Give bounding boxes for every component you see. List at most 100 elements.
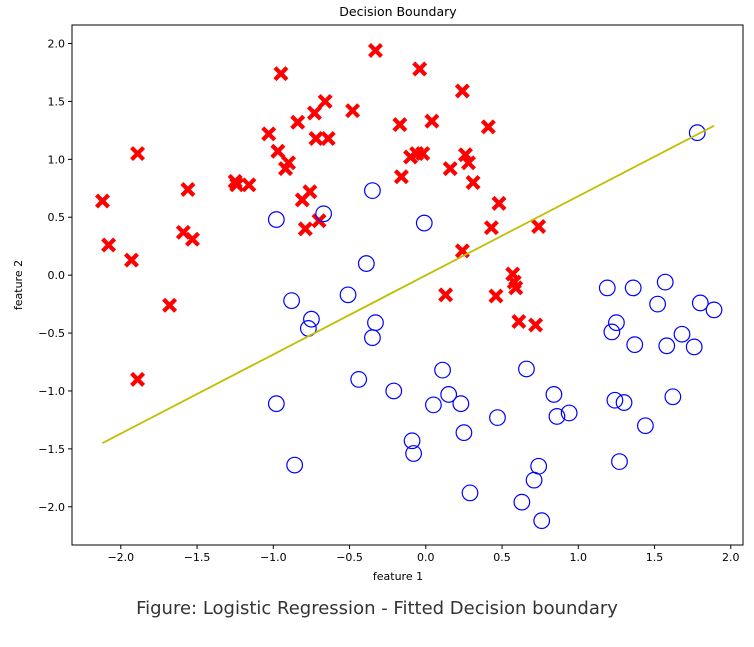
class-0-point [273, 66, 289, 82]
class-0-point [442, 161, 458, 177]
class-1-point [530, 457, 548, 475]
class-1-point [603, 323, 621, 341]
x-tick-label: −2.0 [107, 551, 134, 564]
class-1-point [315, 205, 333, 223]
class-0-point [393, 169, 409, 185]
class-1-point [673, 325, 691, 343]
class-0-point [302, 184, 318, 200]
class-1-point [367, 314, 384, 332]
class-1-point [452, 395, 470, 413]
x-tick-label: 2.0 [722, 551, 740, 564]
y-tick-label: 2.0 [48, 38, 66, 51]
class-1-point [705, 301, 723, 319]
decision-boundary-chart: Decision Boundary −2.0 −1.5 −1.0 −0.5 0.0 0.5… [12, 4, 744, 583]
class-1-point [637, 417, 654, 435]
class-0-point [308, 131, 324, 146]
class-1-point [455, 424, 473, 442]
class-0-point [229, 177, 245, 193]
class-1-point [513, 493, 531, 511]
y-tick-label: 1.5 [48, 95, 66, 108]
class-1-point [489, 409, 506, 427]
x-tick-label: 0.0 [417, 551, 435, 564]
class-1-point [608, 314, 625, 332]
class-1-point [611, 453, 628, 471]
class-1-point [364, 182, 381, 200]
class-1-point [685, 338, 703, 356]
y-tick-label: 0.0 [48, 269, 66, 282]
class-0-point [184, 231, 200, 247]
x-tick-label: 0.5 [493, 551, 511, 564]
class-1-point [525, 471, 543, 489]
class-1-point [548, 408, 566, 425]
class-1-point [598, 279, 616, 297]
class-1-point [339, 286, 357, 304]
class-0-point [290, 114, 306, 130]
class-1-point [283, 292, 301, 310]
class-0-point [261, 126, 277, 142]
class-0-point [438, 287, 454, 303]
class-0-point [483, 220, 499, 236]
x-tick-label: 1.5 [646, 551, 664, 564]
class-0-point [130, 371, 146, 387]
class-0-point [465, 175, 481, 190]
class-0-point [531, 219, 547, 234]
class-0-point [367, 42, 383, 58]
class-1-point [649, 295, 666, 313]
y-tick-label: −0.5 [38, 327, 65, 340]
class-1-point [434, 361, 451, 379]
class-1-point [303, 310, 320, 328]
x-tick-label: 1.0 [570, 551, 588, 564]
class-1-point [656, 273, 674, 291]
class-0-point [241, 177, 257, 193]
class-0-point [412, 61, 428, 77]
class-1-point [267, 211, 285, 228]
class-1-point [364, 329, 381, 347]
class-0-point [101, 237, 117, 253]
class-0-point [130, 146, 146, 162]
class-1-point [425, 396, 442, 414]
class-1-point [688, 124, 706, 142]
class-0-point [345, 103, 361, 119]
class-1-point [624, 279, 642, 297]
class-0-point [480, 119, 496, 135]
class-0-point [297, 221, 313, 237]
class-0-point [511, 313, 527, 329]
class-1-point [626, 336, 644, 354]
class-1-point [403, 432, 421, 450]
class-0-point [454, 83, 470, 99]
figure-caption: Figure: Logistic Regression - Fitted Dec… [136, 598, 618, 619]
class-1-point [664, 388, 682, 406]
y-axis: −2.0 −1.5 −1.0 −0.5 0.0 0.5 1.0 1.5 2.0 [38, 38, 72, 514]
class-0-point [461, 155, 476, 171]
class-0-point [123, 252, 139, 268]
class-1-point [615, 394, 633, 411]
class-1-point [545, 386, 563, 403]
class-0-point [320, 131, 336, 146]
class-0-point [415, 146, 431, 162]
class-0-point [306, 105, 322, 121]
class-0-point [488, 288, 504, 304]
y-tick-label: −1.0 [38, 385, 65, 398]
x-tick-label: −1.5 [184, 551, 211, 564]
x-tick-label: −0.5 [336, 551, 363, 564]
x-tick-label: −1.0 [260, 551, 287, 564]
class-0-point [424, 113, 440, 129]
class-0-point [528, 317, 544, 333]
class-0-point [317, 93, 333, 109]
class-1-point [357, 255, 375, 272]
class-1-point [267, 395, 285, 413]
x-axis-label: feature 1 [373, 570, 423, 583]
class-1-point [415, 214, 433, 232]
class-0-point [162, 297, 178, 313]
class-1-point [518, 360, 535, 378]
class-1-point [606, 391, 624, 409]
class-1-point [691, 294, 709, 312]
decision-boundary-line [102, 124, 715, 444]
chart-title: Decision Boundary [339, 4, 457, 19]
class-0-point [392, 117, 408, 133]
class-1-point [560, 404, 578, 422]
class-1-point [658, 337, 676, 355]
y-tick-label: 1.0 [48, 153, 66, 166]
class-0-point [180, 181, 196, 197]
class-1-point [350, 370, 368, 388]
